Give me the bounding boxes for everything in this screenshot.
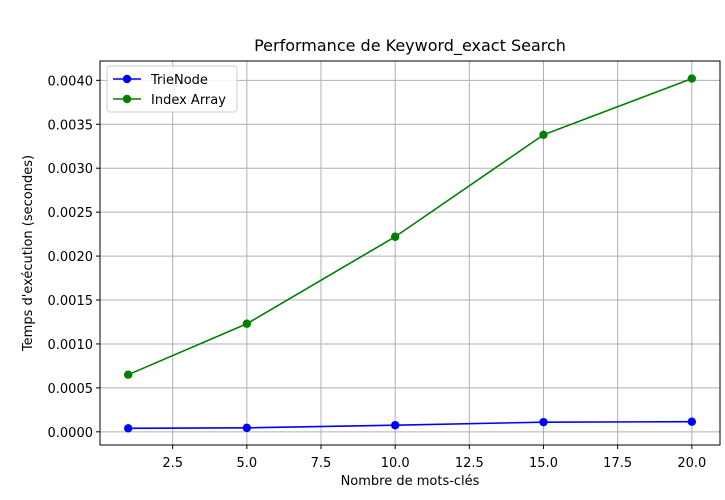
x-tick-label: 17.5: [603, 456, 632, 471]
grid: [100, 61, 720, 445]
x-tick-label: 2.5: [162, 456, 183, 471]
series-1-point: [123, 424, 133, 433]
series-group: [123, 74, 697, 433]
series-1-point: [390, 421, 400, 430]
y-tick-label: 0.0000: [48, 426, 94, 441]
y-tick-label: 0.0015: [48, 294, 94, 309]
series-2-point: [539, 130, 548, 140]
legend-label: Index Array: [151, 93, 226, 108]
y-tick-label: 0.0040: [48, 74, 94, 89]
plot-frame: [99, 60, 721, 446]
series-1-point: [539, 417, 548, 427]
legend-box: [106, 65, 238, 113]
legend-label: TrieNode: [150, 73, 208, 88]
legend-marker: [122, 74, 132, 84]
y-tick-label: 0.0005: [48, 382, 94, 397]
series-2-point: [242, 319, 252, 328]
y-tick-label: 0.0030: [48, 162, 94, 177]
x-tick-label: 12.5: [455, 456, 484, 471]
y-axis-label: Temps d'exécution (secondes): [21, 155, 36, 352]
y-tick-label: 0.0010: [48, 338, 94, 353]
x-tick-label: 7.5: [311, 456, 332, 471]
series-2-point: [123, 370, 133, 379]
chart-title: Performance de Keyword_exact Search: [254, 36, 566, 56]
axis-ticks: 2.5 5.0 7.5 10.0 12.5 15.0 17.5 20.0 0.0000 0.000…: [48, 74, 707, 471]
x-axis-label: Nombre de mots-clés: [341, 474, 480, 489]
y-tick-label: 0.0025: [48, 206, 94, 221]
y-tick-label: 0.0035: [48, 118, 94, 133]
y-tick-label: 0.0020: [48, 250, 94, 265]
series-2-point: [390, 232, 400, 241]
x-tick-label: 20.0: [677, 456, 706, 471]
x-tick-label: 5.0: [236, 456, 257, 471]
x-tick-label: 10.0: [381, 456, 410, 471]
legend-marker: [122, 94, 132, 104]
series-1-point: [242, 423, 252, 433]
series-1-point: [687, 417, 697, 426]
legend: TrieNode Index Array: [106, 65, 238, 113]
x-tick-label: 15.0: [529, 456, 558, 471]
series-2-point: [687, 74, 697, 83]
